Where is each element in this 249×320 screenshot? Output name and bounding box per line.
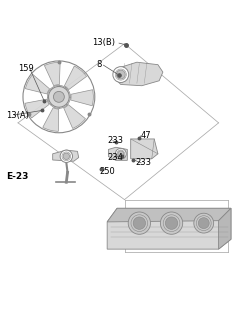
Wedge shape xyxy=(71,90,93,106)
Circle shape xyxy=(113,67,129,83)
Text: 159: 159 xyxy=(18,64,34,73)
Circle shape xyxy=(165,217,178,229)
Circle shape xyxy=(116,70,125,79)
Text: 233: 233 xyxy=(136,158,152,167)
Text: 13(B): 13(B) xyxy=(92,38,115,47)
Polygon shape xyxy=(116,62,163,86)
Text: 8: 8 xyxy=(97,60,102,69)
Wedge shape xyxy=(64,66,87,90)
Text: 47: 47 xyxy=(141,131,151,140)
Circle shape xyxy=(160,212,183,234)
Text: 233: 233 xyxy=(107,136,123,145)
Polygon shape xyxy=(107,208,231,249)
Wedge shape xyxy=(64,105,85,128)
Circle shape xyxy=(54,92,64,102)
Polygon shape xyxy=(108,147,127,160)
Text: 13(A): 13(A) xyxy=(6,111,29,120)
Circle shape xyxy=(133,217,146,229)
Circle shape xyxy=(115,148,126,159)
Text: E-23: E-23 xyxy=(6,172,28,180)
Circle shape xyxy=(198,218,209,228)
Text: 234: 234 xyxy=(107,153,123,162)
Circle shape xyxy=(194,213,214,233)
Wedge shape xyxy=(25,74,50,94)
Circle shape xyxy=(118,151,124,157)
Polygon shape xyxy=(107,208,231,222)
Polygon shape xyxy=(53,150,79,161)
Circle shape xyxy=(60,150,72,163)
Circle shape xyxy=(49,86,69,107)
Wedge shape xyxy=(25,99,49,118)
Wedge shape xyxy=(44,62,60,86)
Wedge shape xyxy=(43,108,59,131)
Polygon shape xyxy=(219,208,231,249)
Polygon shape xyxy=(131,139,158,159)
Circle shape xyxy=(128,212,150,234)
Circle shape xyxy=(63,153,69,159)
Text: 250: 250 xyxy=(100,167,116,176)
